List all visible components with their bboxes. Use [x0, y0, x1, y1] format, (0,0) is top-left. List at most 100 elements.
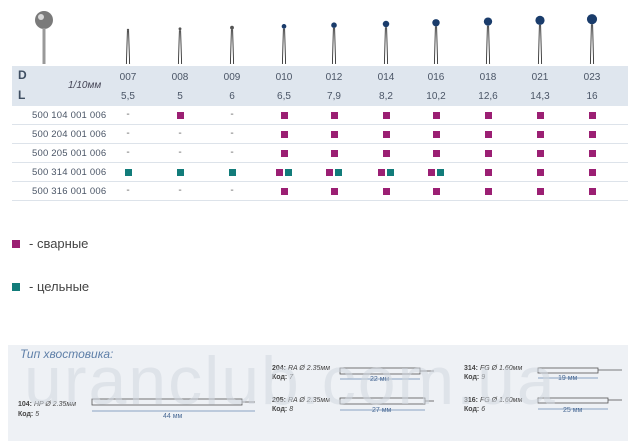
welded-marker [588, 112, 596, 119]
welded-marker [382, 188, 390, 195]
shank-205-length: 27 мм [372, 407, 392, 414]
shank-104-code: Код: 5 [18, 411, 40, 418]
welded-marker [536, 169, 544, 176]
welded-marker [432, 150, 440, 157]
welded-marker [382, 150, 390, 157]
shank-205-drawing [339, 397, 434, 411]
shank-204-drawing [339, 367, 434, 380]
diameter-008: 008 [171, 72, 189, 83]
length-014: 8,2 [379, 91, 393, 102]
bur-drawing-008 [177, 27, 183, 65]
shank-104-length: 44 мм [163, 413, 183, 420]
not-available-mark: - [230, 147, 234, 158]
product-code: 500 314 001 006 [32, 167, 107, 178]
welded-marker [536, 131, 544, 138]
diameter-row-label: D [18, 68, 27, 82]
solid-marker [437, 169, 444, 176]
welded-marker [330, 150, 338, 157]
welded-marker [536, 150, 544, 157]
bur-drawing-007 [125, 28, 131, 65]
shank-type-panel: Тип хвостовика: 104: HP Ø 2.35мм Код: 5 … [8, 345, 628, 441]
welded-marker [484, 169, 492, 176]
length-012: 7,9 [327, 91, 341, 102]
bur-drawing-012 [331, 22, 337, 65]
diameter-023: 023 [583, 72, 601, 83]
drill-illustrations [0, 0, 640, 66]
solid-marker [387, 169, 394, 176]
not-available-mark: - [178, 128, 182, 139]
welded-marker [588, 150, 596, 157]
not-available-mark: - [230, 128, 234, 139]
length-row-label: L [18, 88, 26, 102]
table-row: 500 314 001 006 [12, 163, 628, 182]
welded-marker [588, 131, 596, 138]
length-008: 5 [177, 91, 183, 102]
product-code: 500 104 001 006 [32, 110, 107, 121]
product-code: 500 316 001 006 [32, 186, 107, 197]
legend-solid-label: - цельные [29, 279, 90, 294]
welded-marker [484, 188, 492, 195]
not-available-mark: - [126, 109, 130, 120]
table-row: 500 104 001 006 - - [12, 106, 628, 125]
table-row: 500 204 001 006 - - - [12, 125, 628, 144]
welded-marker [382, 131, 390, 138]
shank-316-length: 25 мм [563, 407, 583, 414]
bur-drawing-021 [535, 15, 545, 65]
shank-314-drawing [537, 367, 622, 379]
product-code: 500 204 001 006 [32, 129, 107, 140]
length-009: 6 [229, 91, 235, 102]
solid-marker [124, 169, 132, 176]
watermark: uranclub.com.ua [24, 343, 557, 419]
not-available-mark: - [230, 109, 234, 120]
welded-marker [432, 131, 440, 138]
length-021: 14,3 [530, 91, 550, 102]
shank-314-code: Код: 9 [464, 374, 486, 381]
diameter-021: 021 [531, 72, 549, 83]
welded-marker [176, 112, 184, 119]
shank-314-length: 19 мм [558, 375, 578, 382]
welded-marker [484, 112, 492, 119]
solid-swatch [12, 283, 20, 291]
bur-drawing-010 [281, 24, 287, 65]
shank-type-title: Тип хвостовика: [20, 347, 114, 361]
bur-drawing-014 [382, 20, 390, 65]
length-010: 6,5 [277, 91, 291, 102]
not-available-mark: - [126, 185, 130, 196]
welded-marker [280, 150, 288, 157]
bur-product-icon [35, 11, 53, 64]
solid-marker [335, 169, 342, 176]
bur-drawing-018 [483, 17, 493, 65]
shank-205-spec: 205: RA Ø 2.35мм [272, 397, 330, 404]
table-row: 500 316 001 006 - - - [12, 182, 628, 201]
welded-marker [382, 112, 390, 119]
welded-swatch [12, 240, 20, 248]
length-018: 12,6 [478, 91, 498, 102]
solid-marker [228, 169, 236, 176]
welded-marker [330, 131, 338, 138]
not-available-mark: - [230, 185, 234, 196]
size-table-header: D L 1/10мм 007 5,5 008 5 009 6 010 6,5 012 7,9 014… [12, 66, 628, 106]
welded-marker [276, 169, 283, 176]
shank-104-spec: 104: HP Ø 2.35мм [18, 401, 76, 408]
shank-316-code: Код: 6 [464, 406, 486, 413]
diameter-009: 009 [223, 72, 241, 83]
welded-marker [280, 188, 288, 195]
welded-marker [280, 131, 288, 138]
shank-104-drawing [91, 398, 255, 412]
bur-drawing-023 [586, 14, 598, 65]
diameter-014: 014 [377, 72, 395, 83]
welded-marker [484, 150, 492, 157]
welded-marker [378, 169, 385, 176]
shank-204-code: Код: 7 [272, 374, 294, 381]
welded-marker [536, 188, 544, 195]
welded-marker [428, 169, 435, 176]
shank-314-spec: 314: FG Ø 1.60мм [464, 365, 523, 372]
table-row: 500 205 001 006 - - - [12, 144, 628, 163]
solid-marker [285, 169, 292, 176]
welded-marker [330, 188, 338, 195]
product-code-table: 500 104 001 006- -500 204 001 006- - -500 2… [12, 106, 628, 201]
welded-marker [330, 112, 338, 119]
welded-marker [484, 131, 492, 138]
solid-marker [176, 169, 184, 176]
bur-drawing-009 [229, 25, 235, 65]
